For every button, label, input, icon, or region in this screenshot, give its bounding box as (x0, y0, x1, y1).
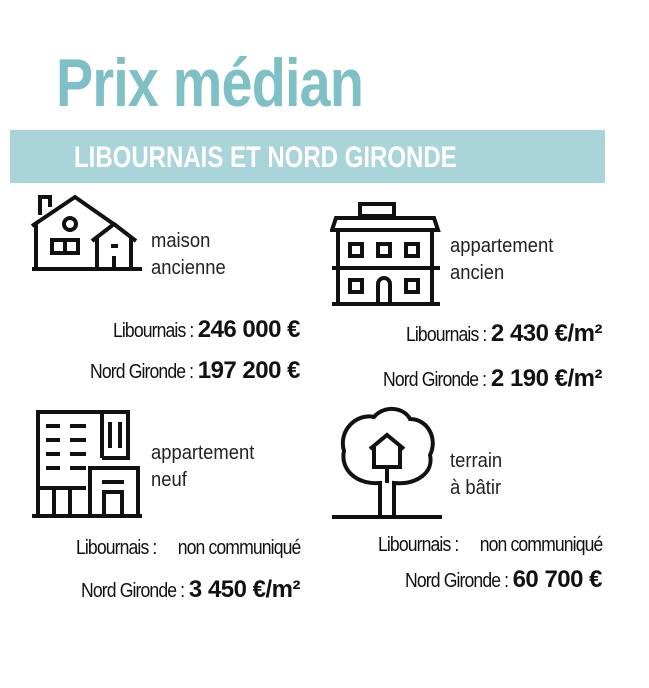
label-line: neuf (151, 469, 187, 491)
stat-value: 197 200 € (197, 357, 301, 384)
card-label-maison: maison ancienne (151, 228, 226, 282)
stat-key: Nord Gironde : (383, 369, 487, 391)
stat-key: Libournais : (75, 537, 157, 559)
stat-value: 2 190 €/m² (490, 365, 603, 392)
label-line: ancien (450, 262, 505, 284)
stat-row: Nord Gironde : 60 700 € (391, 566, 603, 594)
stat-value: 60 700 € (512, 566, 603, 593)
stat-key: Libournais : (112, 320, 194, 342)
subtitle-band: LIBOURNAIS ET NORD GIRONDE (10, 130, 605, 183)
label-line: maison (151, 230, 211, 252)
house-icon (30, 193, 145, 273)
stat-value: non communiqué (479, 534, 603, 556)
stat-row: Nord Gironde : 197 200 € (76, 357, 300, 385)
subtitle: LIBOURNAIS ET NORD GIRONDE (74, 141, 457, 174)
stat-value: non communiqué (177, 537, 301, 559)
label-line: à bâtir (450, 477, 502, 499)
page-title: Prix médian (56, 45, 364, 121)
stat-value: 246 000 € (197, 316, 301, 343)
label-line: ancienne (151, 257, 226, 279)
label-line: appartement (450, 235, 554, 257)
stat-row: Nord Gironde : 3 450 €/m² (67, 576, 300, 604)
stat-key: Nord Gironde : (404, 570, 509, 592)
label-line: terrain (450, 450, 503, 472)
stat-row: Nord Gironde : 2 190 €/m² (369, 365, 602, 393)
stat-value: 3 450 €/m² (188, 576, 301, 603)
stat-key: Nord Gironde : (90, 361, 194, 383)
label-line: appartement (151, 442, 255, 464)
card-label-terrain: terrain à bâtir (450, 448, 502, 502)
stat-key: Nord Gironde : (81, 580, 185, 602)
stat-value: 2 430 €/m² (490, 320, 603, 347)
stat-row: Libournais : 2 430 €/m² (395, 320, 603, 348)
tower-building-icon (30, 408, 145, 520)
tree-house-icon (330, 403, 445, 521)
card-label-appartement-neuf: appartement neuf (151, 440, 254, 494)
card-label-appartement-ancien: appartement ancien (450, 233, 553, 287)
stat-row: Libournais : 246 000 € (102, 316, 301, 344)
apartment-building-icon (330, 200, 445, 310)
stat-key: Libournais : (405, 324, 487, 346)
stat-row: Libournais : non communiqué (367, 534, 603, 557)
stat-row: Libournais : non communiqué (65, 537, 301, 560)
stat-key: Libournais : (377, 534, 459, 556)
